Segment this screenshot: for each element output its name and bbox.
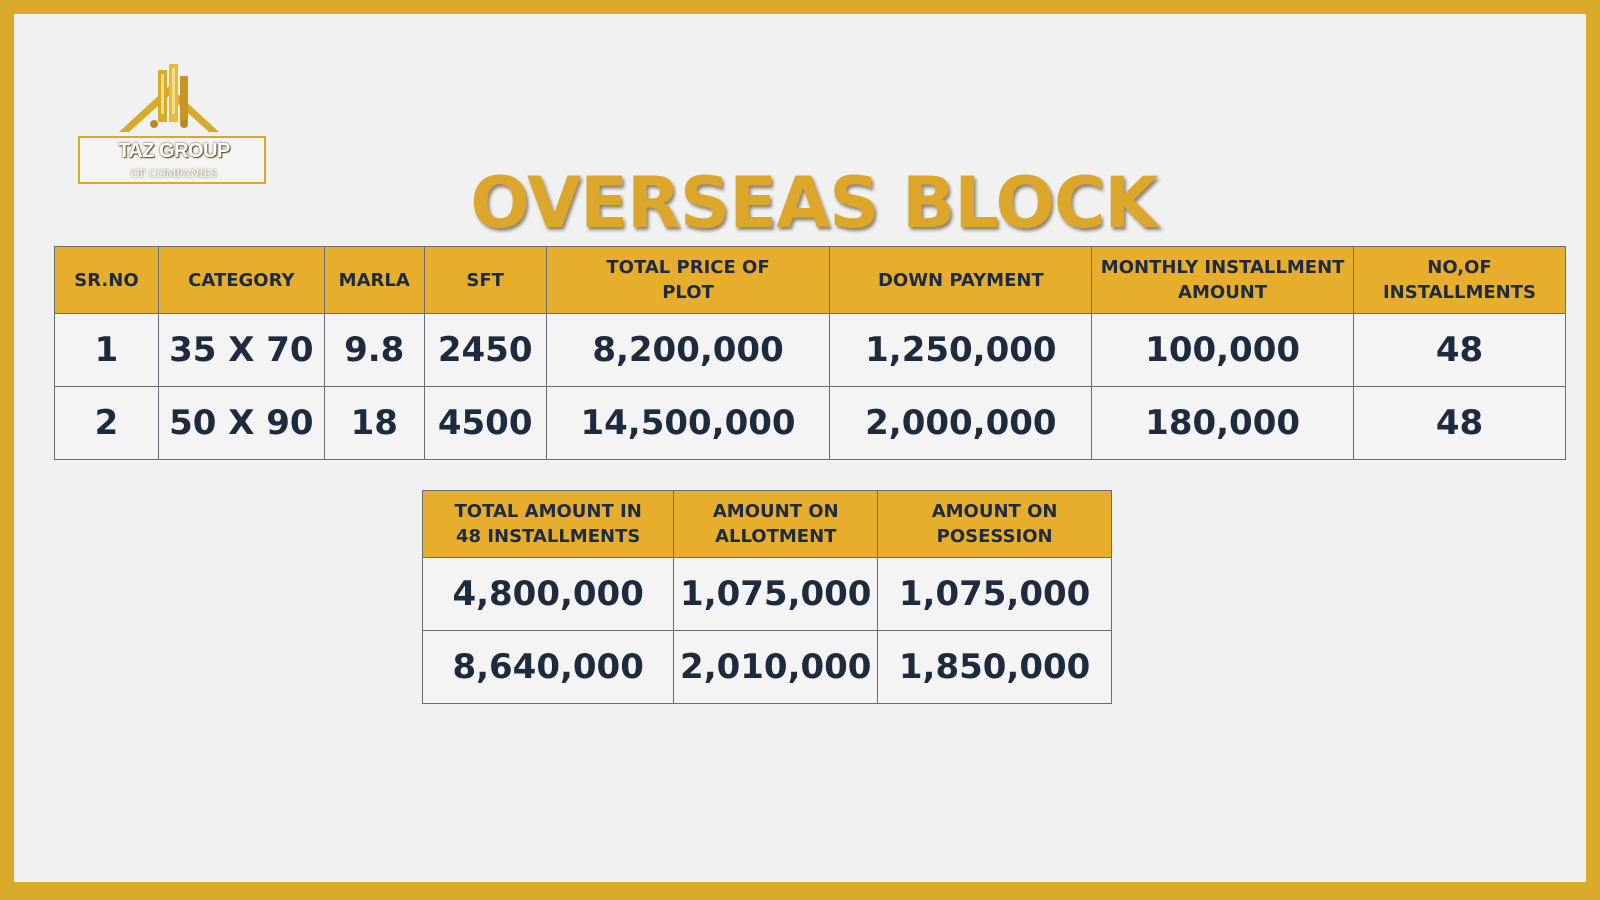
table-header-row: SR.NO CATEGORY MARLA SFT TOTAL PRICE OF … [54, 246, 1567, 314]
header-cell: AMOUNT ON POSESSION [877, 490, 1112, 558]
table-cell: 1,075,000 [877, 557, 1112, 631]
table-cell: 2,000,000 [829, 386, 1093, 460]
header-cell: TOTAL AMOUNT IN 48 INSTALLMENTS [421, 490, 675, 558]
page-title: OVERSEAS BLOCK [470, 162, 1158, 244]
table-row: 4,800,000 1,075,000 1,075,000 [421, 557, 1112, 631]
table-cell: 14,500,000 [545, 386, 831, 460]
building-roof-icon [119, 64, 219, 132]
table-cell: 48 [1352, 386, 1567, 460]
table-cell: 100,000 [1091, 313, 1354, 387]
table-row: 1 35 X 70 9.8 2450 8,200,000 1,250,000 1… [54, 313, 1567, 387]
header-cell: TOTAL PRICE OF PLOT [545, 246, 831, 314]
table-cell: 2450 [423, 313, 547, 387]
table-cell: 8,640,000 [421, 630, 675, 704]
page-frame: TAZ GROUP OF COMPANIES OVERSEAS BLOCK SR… [14, 14, 1586, 882]
logo-title: TAZ GROUP [118, 140, 230, 162]
table-cell: 1 [54, 313, 159, 387]
table-cell: 50 X 90 [157, 386, 325, 460]
table-row: 8,640,000 2,010,000 1,850,000 [421, 630, 1112, 704]
header-cell: SFT [423, 246, 547, 314]
header-cell: AMOUNT ON ALLOTMENT [673, 490, 879, 558]
header-cell: DOWN PAYMENT [829, 246, 1093, 314]
table-cell: 4500 [423, 386, 547, 460]
table-cell: 1,075,000 [673, 557, 879, 631]
header-cell: SR.NO [54, 246, 159, 314]
company-logo: TAZ GROUP OF COMPANIES [74, 64, 274, 194]
table-cell: 18 [323, 386, 425, 460]
table-cell: 1,250,000 [829, 313, 1093, 387]
table-cell: 35 X 70 [157, 313, 325, 387]
header-cell: NO,OF INSTALLMENTS [1352, 246, 1567, 314]
logo-subtitle: OF COMPANIES [130, 166, 218, 180]
table-cell: 2 [54, 386, 159, 460]
header-cell: MARLA [323, 246, 425, 314]
logo-wordmark: TAZ GROUP OF COMPANIES [78, 136, 266, 184]
table-cell: 8,200,000 [545, 313, 831, 387]
table-cell: 9.8 [323, 313, 425, 387]
installment-summary-table: TOTAL AMOUNT IN 48 INSTALLMENTS AMOUNT O… [421, 490, 1112, 704]
table-cell: 48 [1352, 313, 1567, 387]
table-cell: 1,850,000 [877, 630, 1112, 704]
payment-plan-table: SR.NO CATEGORY MARLA SFT TOTAL PRICE OF … [54, 246, 1567, 460]
header-cell: MONTHLY INSTALLMENT AMOUNT [1091, 246, 1354, 314]
table-cell: 2,010,000 [673, 630, 879, 704]
header-cell: CATEGORY [157, 246, 325, 314]
table-cell: 4,800,000 [421, 557, 675, 631]
table-row: 2 50 X 90 18 4500 14,500,000 2,000,000 1… [54, 386, 1567, 460]
table-header-row: TOTAL AMOUNT IN 48 INSTALLMENTS AMOUNT O… [421, 490, 1112, 558]
table-cell: 180,000 [1091, 386, 1354, 460]
